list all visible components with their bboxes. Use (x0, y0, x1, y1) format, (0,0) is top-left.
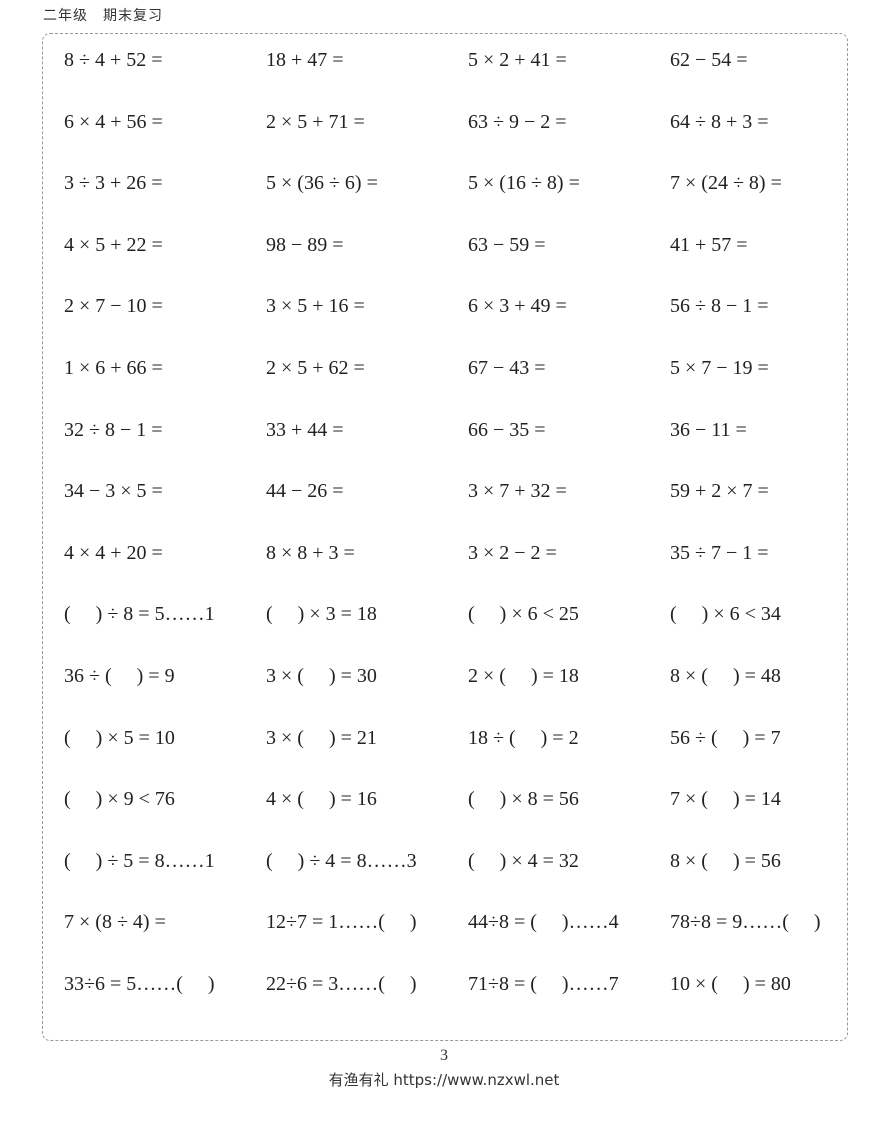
problem: 35 ÷ 7 − 1 = (670, 541, 769, 564)
footer-watermark: 有渔有礼 https://www.nzxwl.net (328, 1071, 560, 1089)
problem-row: 4 × 5 + 22 = 98 − 89 = 63 − 59 = 41 + 57 = (64, 230, 864, 260)
problem: 63 ÷ 9 − 2 = (468, 110, 567, 133)
problem: ( ) × 5 = 10 (64, 726, 175, 749)
problem: 33÷6 = 5……( ) (64, 973, 215, 995)
problem: 2 × ( ) = 18 (468, 665, 579, 687)
problem: 36 ÷ ( ) = 9 (64, 665, 175, 687)
problem: 8 × ( ) = 56 (670, 849, 781, 872)
problem: 71÷8 = ( )……7 (468, 973, 619, 995)
problem-row: 36 ÷ ( ) = 9 3 × ( ) = 30 2 × ( ) = 18 8 × … (64, 661, 864, 691)
problem: 2 × 7 − 10 = (64, 295, 163, 318)
problem: ( ) × 8 = 56 (468, 788, 579, 811)
problem: 5 × (16 ÷ 8) = (468, 172, 580, 195)
problem: 41 + 57 = (670, 233, 748, 256)
problem-row: 1 × 6 + 66 = 2 × 5 + 62 = 67 − 43 = 5 × 7 −… (64, 353, 864, 383)
problem-row: 34 − 3 × 5 = 44 − 26 = 3 × 7 + 32 = 59 + 2 … (64, 476, 864, 506)
problem: ( ) ÷ 8 = 5……1 (64, 603, 215, 626)
problem-row: 7 × (8 ÷ 4) = 12÷7 = 1……( ) 44÷8 = ( )……4 7… (64, 907, 864, 937)
page-number: 3 (440, 1047, 448, 1064)
problem-row: 4 × 4 + 20 = 8 × 8 + 3 = 3 × 2 − 2 = 35 ÷ 7… (64, 538, 864, 568)
problem: 8 ÷ 4 + 52 = (64, 49, 163, 71)
problem: ( ) × 6 < 34 (670, 603, 781, 626)
problem: 3 × ( ) = 30 (266, 665, 377, 687)
problem: 3 ÷ 3 + 26 = (64, 172, 163, 195)
problem: 66 − 35 = (468, 418, 546, 441)
problem: 5 × 2 + 41 = (468, 49, 567, 71)
problem-row: 3 ÷ 3 + 26 = 5 × (36 ÷ 6) = 5 × (16 ÷ 8) =… (64, 168, 864, 198)
problem-row: ( ) × 5 = 10 3 × ( ) = 21 18 ÷ ( ) = 2 56 ÷… (64, 723, 864, 753)
problem-row: 6 × 4 + 56 = 2 × 5 + 71 = 63 ÷ 9 − 2 = 64 ÷… (64, 107, 864, 137)
problem: 98 − 89 = (266, 233, 344, 256)
problem: 4 × ( ) = 16 (266, 788, 377, 811)
problem: 44÷8 = ( )……4 (468, 911, 619, 934)
problem: 5 × (36 ÷ 6) = (266, 172, 378, 195)
problem: 6 × 4 + 56 = (64, 110, 163, 133)
problem: 12÷7 = 1……( ) (266, 911, 417, 934)
problem: 18 ÷ ( ) = 2 (468, 726, 579, 749)
problem: 78÷8 = 9……( ) (670, 911, 821, 934)
problem: 10 × ( ) = 80 (670, 973, 791, 995)
problem: 63 − 59 = (468, 233, 546, 256)
problem: 36 − 11 = (670, 418, 747, 441)
problem: 2 × 5 + 62 = (266, 357, 365, 379)
problem: ( ) × 3 = 18 (266, 603, 377, 626)
problem: 56 ÷ ( ) = 7 (670, 726, 781, 749)
problem: 67 − 43 = (468, 357, 546, 379)
problem: 3 × ( ) = 21 (266, 726, 377, 749)
problem: 34 − 3 × 5 = (64, 480, 163, 503)
problem-row: 32 ÷ 8 − 1 = 33 + 44 = 66 − 35 = 36 − 11 = (64, 415, 864, 445)
problem: 5 × 7 − 19 = (670, 357, 769, 379)
problem: ( ) × 9 < 76 (64, 788, 175, 811)
worksheet-header: 二年级 期末复习 (43, 8, 163, 24)
problem: 8 × 8 + 3 = (266, 541, 355, 564)
problem-box (42, 33, 848, 1041)
problem: 59 + 2 × 7 = (670, 480, 769, 503)
problem: 22÷6 = 3……( ) (266, 973, 417, 995)
problem: ( ) × 4 = 32 (468, 849, 579, 872)
problem-row: ( ) ÷ 5 = 8……1 ( ) ÷ 4 = 8……3 ( ) × 4 = 32… (64, 846, 864, 876)
problem: 7 × (24 ÷ 8) = (670, 172, 782, 195)
problem: 6 × 3 + 49 = (468, 295, 567, 318)
problem: 8 × ( ) = 48 (670, 665, 781, 687)
problem: 62 − 54 = (670, 49, 748, 71)
problem: 3 × 2 − 2 = (468, 541, 557, 564)
problem: 4 × 4 + 20 = (64, 541, 163, 564)
problem-row: 33÷6 = 5……( ) 22÷6 = 3……( ) 71÷8 = ( )……7 1… (64, 969, 864, 999)
problem: 2 × 5 + 71 = (266, 110, 365, 133)
problem: 1 × 6 + 66 = (64, 357, 163, 379)
problem-row: ( ) × 9 < 76 4 × ( ) = 16 ( ) × 8 = 56 7 × … (64, 784, 864, 814)
problem: 44 − 26 = (266, 480, 344, 503)
problem: 33 + 44 = (266, 418, 344, 441)
problem-row: 8 ÷ 4 + 52 = 18 + 47 = 5 × 2 + 41 = 62 − 54… (64, 45, 864, 75)
problem: 3 × 5 + 16 = (266, 295, 365, 318)
problem-row: 2 × 7 − 10 = 3 × 5 + 16 = 6 × 3 + 49 = 56 ÷… (64, 291, 864, 321)
problem: 32 ÷ 8 − 1 = (64, 418, 163, 441)
problem: ( ) ÷ 5 = 8……1 (64, 849, 215, 872)
problem: 7 × ( ) = 14 (670, 788, 781, 811)
problem: 56 ÷ 8 − 1 = (670, 295, 769, 318)
problem-row: ( ) ÷ 8 = 5……1 ( ) × 3 = 18 ( ) × 6 < 25 ( … (64, 599, 864, 629)
problem: 3 × 7 + 32 = (468, 480, 567, 503)
problem: 18 + 47 = (266, 49, 344, 71)
problem: 7 × (8 ÷ 4) = (64, 911, 166, 934)
problem: ( ) × 6 < 25 (468, 603, 579, 626)
problem: 4 × 5 + 22 = (64, 233, 163, 256)
problem: 64 ÷ 8 + 3 = (670, 110, 769, 133)
problem: ( ) ÷ 4 = 8……3 (266, 849, 417, 872)
